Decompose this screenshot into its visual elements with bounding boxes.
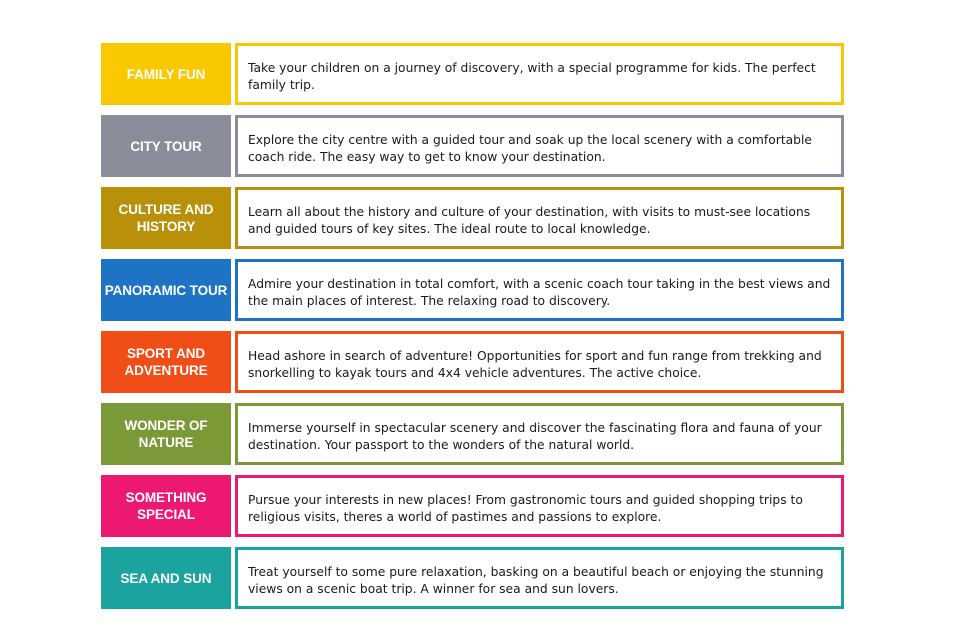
category-label: CITY TOUR xyxy=(101,115,231,177)
category-description: Explore the city centre with a guided to… xyxy=(248,132,812,165)
category-description: Treat yourself to some pure relaxation, … xyxy=(248,564,824,597)
category-description-box: Take your children on a journey of disco… xyxy=(235,43,844,105)
category-label: SPORT AND ADVENTURE xyxy=(101,331,231,393)
category-description-box: Learn all about the history and culture … xyxy=(235,187,844,249)
category-description: Pursue your interests in new places! Fro… xyxy=(248,492,803,525)
category-description-box: Head ashore in search of adventure! Oppo… xyxy=(235,331,844,393)
category-label: SEA AND SUN xyxy=(101,547,231,609)
category-row-sport-and-adventure: SPORT AND ADVENTURE Head ashore in searc… xyxy=(101,331,844,393)
category-description: Learn all about the history and culture … xyxy=(248,204,811,237)
category-description: Admire your destination in total comfort… xyxy=(248,276,831,309)
category-row-family-fun: FAMILY FUN Take your children on a journ… xyxy=(101,43,844,105)
category-row-something-special: SOMETHING SPECIAL Pursue your interests … xyxy=(101,475,844,537)
tour-category-list: FAMILY FUN Take your children on a journ… xyxy=(101,43,844,609)
category-label: WONDER OF NATURE xyxy=(101,403,231,465)
category-row-wonder-of-nature: WONDER OF NATURE Immerse yourself in spe… xyxy=(101,403,844,465)
category-row-panoramic-tour: PANORAMIC TOUR Admire your destination i… xyxy=(101,259,844,321)
category-description-box: Immerse yourself in spectacular scenery … xyxy=(235,403,844,465)
category-description-box: Treat yourself to some pure relaxation, … xyxy=(235,547,844,609)
category-description: Head ashore in search of adventure! Oppo… xyxy=(248,348,822,381)
category-description-box: Admire your destination in total comfort… xyxy=(235,259,844,321)
category-row-culture-and-history: CULTURE AND HISTORY Learn all about the … xyxy=(101,187,844,249)
category-row-sea-and-sun: SEA AND SUN Treat yourself to some pure … xyxy=(101,547,844,609)
category-description-box: Pursue your interests in new places! Fro… xyxy=(235,475,844,537)
category-description: Take your children on a journey of disco… xyxy=(248,60,816,93)
category-label: CULTURE AND HISTORY xyxy=(101,187,231,249)
category-description: Immerse yourself in spectacular scenery … xyxy=(248,420,822,453)
category-label: FAMILY FUN xyxy=(101,43,231,105)
category-description-box: Explore the city centre with a guided to… xyxy=(235,115,844,177)
category-label: PANORAMIC TOUR xyxy=(101,259,231,321)
category-label: SOMETHING SPECIAL xyxy=(101,475,231,537)
category-row-city-tour: CITY TOUR Explore the city centre with a… xyxy=(101,115,844,177)
